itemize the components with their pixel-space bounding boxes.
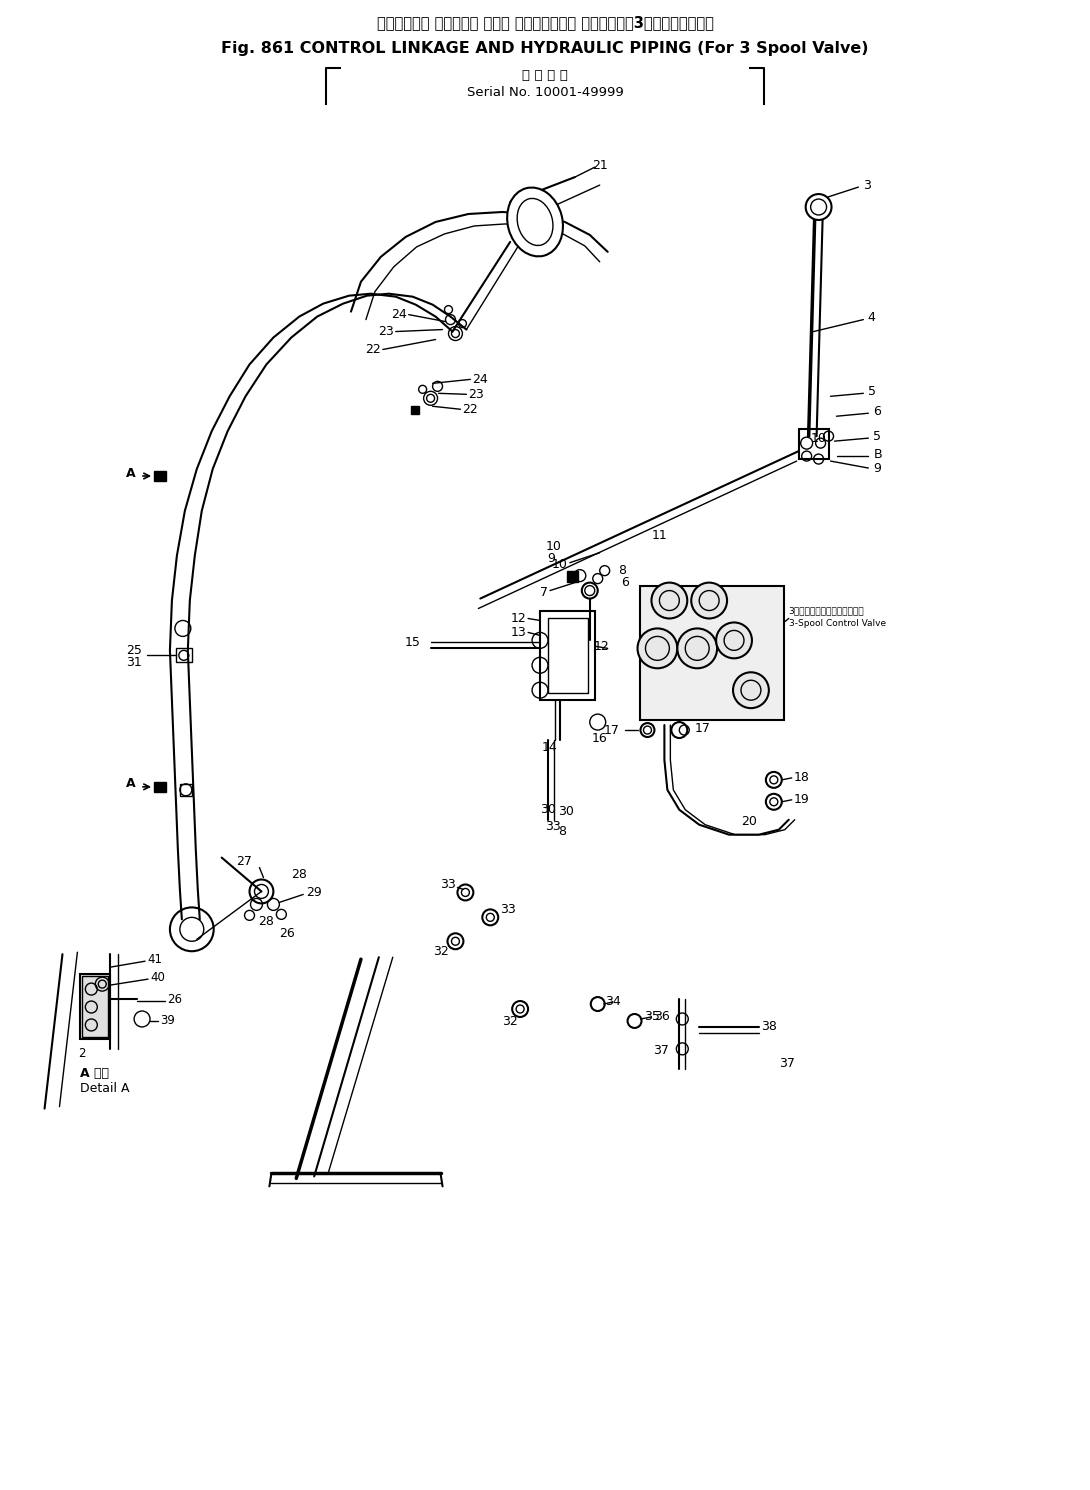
Text: Serial No. 10001-49999: Serial No. 10001-49999 xyxy=(467,86,623,98)
Text: 17: 17 xyxy=(694,721,710,735)
Text: 8: 8 xyxy=(618,565,626,577)
Text: 17: 17 xyxy=(604,724,619,736)
Text: 13: 13 xyxy=(510,626,526,639)
Text: 3: 3 xyxy=(863,179,871,192)
Ellipse shape xyxy=(517,198,553,246)
Text: 9: 9 xyxy=(873,462,881,474)
Text: 16: 16 xyxy=(592,732,607,745)
Text: 40: 40 xyxy=(150,970,165,983)
Text: 33: 33 xyxy=(545,820,560,833)
Text: 19: 19 xyxy=(794,793,810,806)
Text: 15: 15 xyxy=(404,636,421,648)
Text: 38: 38 xyxy=(761,1021,777,1034)
Text: 25: 25 xyxy=(126,644,142,657)
Text: 適 用 号 慣: 適 用 号 慣 xyxy=(522,69,568,82)
Text: 8: 8 xyxy=(558,825,566,839)
Text: 20: 20 xyxy=(741,815,756,828)
Text: 29: 29 xyxy=(306,887,322,898)
Text: Fig. 861 CONTROL LINKAGE AND HYDRAULIC PIPING (For 3 Spool Valve): Fig. 861 CONTROL LINKAGE AND HYDRAULIC P… xyxy=(221,42,869,57)
Bar xyxy=(540,611,595,700)
Circle shape xyxy=(806,194,832,221)
Circle shape xyxy=(652,583,688,618)
Bar xyxy=(799,429,828,459)
Text: 23: 23 xyxy=(378,325,393,338)
Text: 10: 10 xyxy=(811,432,826,444)
Text: 2: 2 xyxy=(78,1047,86,1061)
Text: 23: 23 xyxy=(469,387,484,401)
Polygon shape xyxy=(411,407,419,414)
Text: 3スプールコントロールバルブ: 3スプールコントロールバルブ xyxy=(789,606,864,615)
Text: 41: 41 xyxy=(147,952,162,966)
Text: 7: 7 xyxy=(540,586,548,599)
Text: 30: 30 xyxy=(558,805,573,818)
Text: 14: 14 xyxy=(542,742,558,754)
Text: 22: 22 xyxy=(365,343,380,356)
Bar xyxy=(640,586,784,720)
Text: 28: 28 xyxy=(258,915,275,928)
Bar xyxy=(180,784,192,796)
Text: 34: 34 xyxy=(605,994,620,1007)
Bar xyxy=(548,618,588,693)
Text: 10: 10 xyxy=(552,559,568,571)
Text: 18: 18 xyxy=(794,772,810,784)
Text: 33: 33 xyxy=(500,903,516,916)
Circle shape xyxy=(677,629,717,669)
Text: 4: 4 xyxy=(868,311,875,325)
Text: 26: 26 xyxy=(279,927,295,940)
Text: 22: 22 xyxy=(462,402,479,416)
Text: 21: 21 xyxy=(592,158,607,171)
Text: 27: 27 xyxy=(235,855,252,869)
Text: コントロール リンケージ および ハイドロリック パイピング　3スプールバルブ用: コントロール リンケージ および ハイドロリック パイピング 3スプールバルブ用 xyxy=(376,15,714,30)
Text: 33: 33 xyxy=(439,878,456,891)
Circle shape xyxy=(716,623,752,659)
Circle shape xyxy=(691,583,727,618)
Bar xyxy=(81,974,110,1039)
Text: 5: 5 xyxy=(873,429,882,443)
Text: 39: 39 xyxy=(160,1015,174,1028)
Ellipse shape xyxy=(507,188,562,256)
Text: Detail A: Detail A xyxy=(81,1082,130,1095)
Text: 28: 28 xyxy=(291,869,307,881)
Text: 31: 31 xyxy=(126,656,142,669)
Text: 9: 9 xyxy=(547,553,555,565)
Text: 30: 30 xyxy=(540,803,556,817)
Text: 5: 5 xyxy=(869,384,876,398)
Text: A: A xyxy=(125,778,135,790)
Circle shape xyxy=(638,629,677,669)
Text: 11: 11 xyxy=(652,529,667,542)
Bar xyxy=(83,976,108,1037)
Text: 37: 37 xyxy=(654,1044,669,1058)
Bar xyxy=(175,648,192,663)
Polygon shape xyxy=(154,471,166,481)
Text: 3-Spool Control Valve: 3-Spool Control Valve xyxy=(789,618,886,627)
Polygon shape xyxy=(567,571,578,581)
Text: 24: 24 xyxy=(391,308,407,322)
Text: B: B xyxy=(873,447,882,460)
Text: 37: 37 xyxy=(778,1058,795,1070)
Text: 6: 6 xyxy=(873,405,881,417)
Text: 35: 35 xyxy=(644,1010,661,1024)
Text: 12: 12 xyxy=(594,639,609,653)
Circle shape xyxy=(734,672,768,708)
Text: 36: 36 xyxy=(654,1010,669,1024)
Text: 24: 24 xyxy=(472,372,488,386)
Text: A 詳細: A 詳細 xyxy=(81,1067,109,1080)
Text: 32: 32 xyxy=(502,1016,518,1028)
Text: 10: 10 xyxy=(546,541,562,553)
Polygon shape xyxy=(154,782,166,791)
Text: 32: 32 xyxy=(433,945,448,958)
Text: A: A xyxy=(125,466,135,480)
Text: 26: 26 xyxy=(167,992,182,1006)
Text: 6: 6 xyxy=(621,577,630,589)
Text: 12: 12 xyxy=(510,612,526,624)
